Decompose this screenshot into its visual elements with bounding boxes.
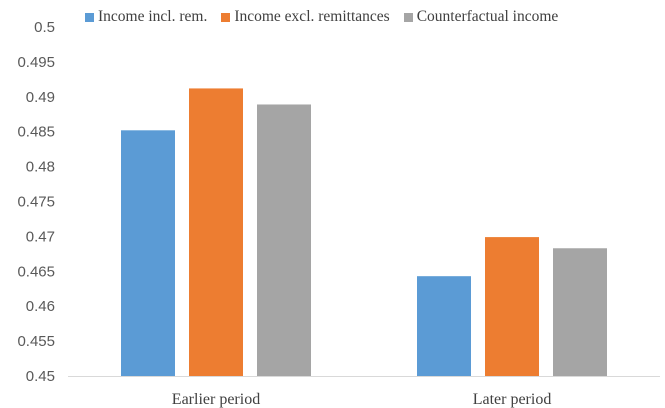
legend-swatch-blue [85,12,94,22]
legend-swatch-orange [221,12,231,22]
legend-item-counterfactual-income: Counterfactual income [403,8,559,26]
y-tick-label: 0.46 [26,298,55,315]
bar-0-1 [189,88,243,376]
y-axis-ticks: 0.45 0.455 0.46 0.465 0.47 0.475 0.48 0.485 0.49… [17,19,55,385]
legend-label: Counterfactual income [416,8,559,25]
y-tick-label: 0.49 [26,89,55,106]
bar-1-1 [485,237,539,376]
bar-1-0 [417,276,471,376]
bar-0-0 [121,130,175,376]
bar-0-2 [257,104,311,376]
category-labels: Earlier period Later period [172,391,552,408]
x-category-label: Later period [473,391,552,408]
y-tick-label: 0.475 [17,194,55,211]
legend-label: Income incl. rem. [98,8,208,25]
chart-legend: Income incl. rem. Income excl. remittanc… [85,8,572,26]
x-category-label: Earlier period [172,391,260,408]
y-tick-label: 0.465 [17,263,55,280]
legend-item-income-excl-remittances: Income excl. remittances [221,8,390,26]
y-tick-label: 0.455 [17,333,55,350]
y-tick-label: 0.5 [34,19,55,36]
bars [121,88,607,376]
y-tick-label: 0.485 [17,124,55,141]
y-tick-label: 0.45 [26,368,55,385]
y-tick-label: 0.47 [26,228,55,245]
legend-swatch-gray [403,12,413,22]
bar-1-2 [553,248,607,376]
legend-item-income-incl-rem: Income incl. rem. [85,8,207,26]
legend-label: Income excl. remittances [234,8,390,25]
y-tick-label: 0.48 [26,159,55,176]
y-tick-label: 0.495 [17,54,55,71]
